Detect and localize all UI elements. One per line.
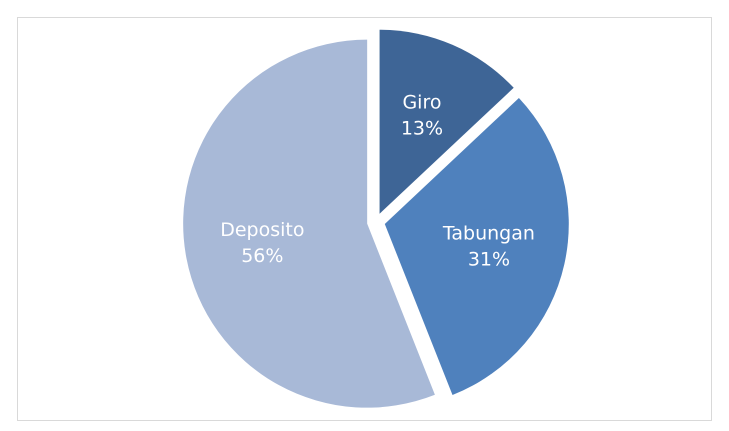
slice-value-label: 31% [468,249,510,271]
pie-slice [183,39,435,408]
slice-value-label: 13% [401,117,443,139]
slice-label: Tabungan [442,223,535,245]
slice-label: Deposito [220,219,304,241]
pie-slice [384,98,569,396]
slice-value-label: 56% [241,245,283,267]
slice-label: Giro [402,91,441,113]
pie-slice [379,29,514,214]
